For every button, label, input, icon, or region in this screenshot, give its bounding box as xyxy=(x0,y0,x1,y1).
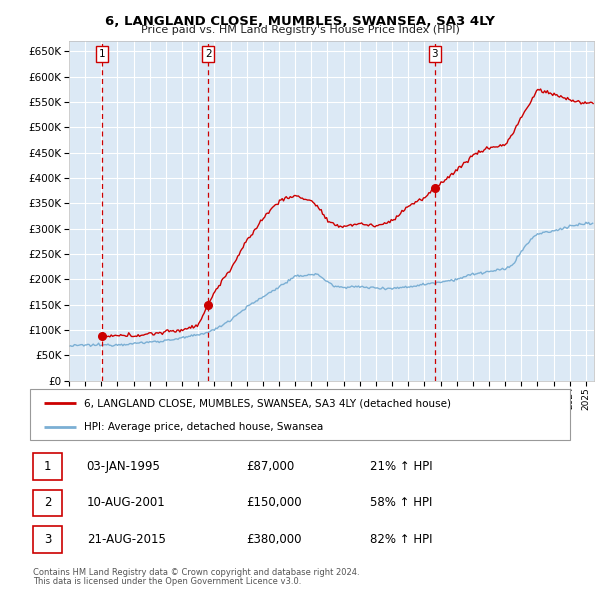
Text: 82% ↑ HPI: 82% ↑ HPI xyxy=(370,533,433,546)
Text: 21% ↑ HPI: 21% ↑ HPI xyxy=(370,460,433,473)
Text: Contains HM Land Registry data © Crown copyright and database right 2024.: Contains HM Land Registry data © Crown c… xyxy=(33,568,359,576)
Bar xyxy=(33,490,62,516)
Text: This data is licensed under the Open Government Licence v3.0.: This data is licensed under the Open Gov… xyxy=(33,577,301,586)
Text: 21-AUG-2015: 21-AUG-2015 xyxy=(86,533,166,546)
Bar xyxy=(33,453,62,480)
Text: 10-AUG-2001: 10-AUG-2001 xyxy=(86,496,166,510)
Text: 1: 1 xyxy=(44,460,52,473)
Text: 1: 1 xyxy=(98,49,105,59)
Text: £380,000: £380,000 xyxy=(246,533,302,546)
Text: £150,000: £150,000 xyxy=(246,496,302,510)
Text: 6, LANGLAND CLOSE, MUMBLES, SWANSEA, SA3 4LY: 6, LANGLAND CLOSE, MUMBLES, SWANSEA, SA3… xyxy=(105,15,495,28)
Text: HPI: Average price, detached house, Swansea: HPI: Average price, detached house, Swan… xyxy=(84,422,323,432)
Text: £87,000: £87,000 xyxy=(246,460,294,473)
Text: 58% ↑ HPI: 58% ↑ HPI xyxy=(370,496,433,510)
Text: Price paid vs. HM Land Registry's House Price Index (HPI): Price paid vs. HM Land Registry's House … xyxy=(140,25,460,35)
Text: 6, LANGLAND CLOSE, MUMBLES, SWANSEA, SA3 4LY (detached house): 6, LANGLAND CLOSE, MUMBLES, SWANSEA, SA3… xyxy=(84,398,451,408)
Text: 2: 2 xyxy=(205,49,212,59)
Text: 03-JAN-1995: 03-JAN-1995 xyxy=(86,460,161,473)
Text: 3: 3 xyxy=(44,533,51,546)
Text: 3: 3 xyxy=(431,49,438,59)
Bar xyxy=(33,526,62,553)
Text: 2: 2 xyxy=(44,496,52,510)
